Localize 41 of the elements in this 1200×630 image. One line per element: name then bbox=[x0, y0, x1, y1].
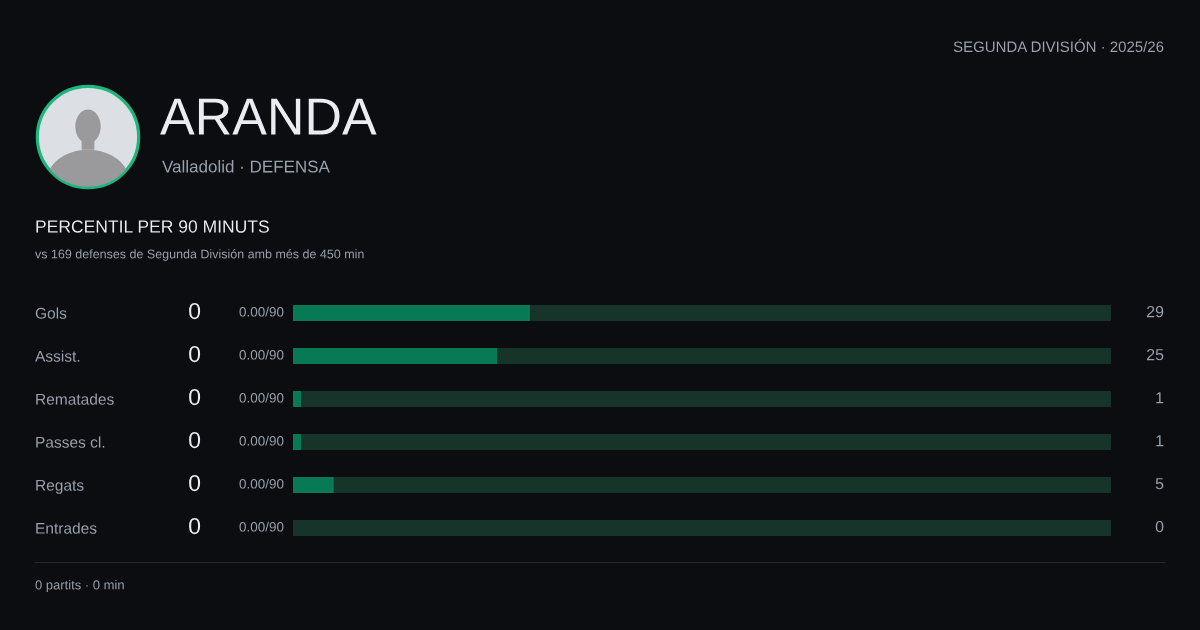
data-label: 1 bbox=[1156, 435, 1164, 447]
bar bbox=[293, 391, 302, 407]
bar bbox=[293, 305, 531, 321]
bar bbox=[301, 391, 1111, 407]
text: SEGUNDA DIVISIÓN · 2025/26 bbox=[953, 38, 1164, 53]
y-tick-label: Assist. bbox=[35, 350, 80, 362]
bar bbox=[530, 305, 1111, 321]
y-tick-label: Regats bbox=[36, 479, 84, 494]
y-tick-label: Gols bbox=[35, 307, 67, 319]
bar bbox=[293, 477, 334, 493]
data-label: 0 bbox=[1155, 520, 1164, 533]
text: 0.00/90 bbox=[239, 478, 284, 489]
bar bbox=[333, 477, 1111, 493]
data-label: 25 bbox=[1147, 348, 1164, 361]
text: 0 bbox=[189, 302, 201, 320]
text: 0 bbox=[189, 345, 201, 363]
data-label: 29 bbox=[1147, 305, 1164, 318]
data-label: 5 bbox=[1155, 478, 1164, 490]
text: 0 bbox=[189, 431, 201, 449]
text: 0 bbox=[189, 388, 201, 406]
data-label: 1 bbox=[1156, 392, 1164, 404]
text: 0.00/90 bbox=[239, 349, 284, 360]
text: 0 bbox=[189, 517, 201, 535]
text: 0.00/90 bbox=[239, 306, 284, 317]
text: 0.00/90 bbox=[239, 392, 284, 403]
y-tick-label: Rematades bbox=[36, 393, 114, 405]
bar bbox=[301, 434, 1111, 450]
text: 0 bbox=[189, 474, 201, 492]
bar bbox=[293, 434, 302, 450]
text: 0.00/90 bbox=[239, 521, 284, 532]
chart-title: ARANDA bbox=[160, 98, 377, 135]
text: vs 169 defenses de Segunda División amb més de 450 min bbox=[35, 249, 364, 261]
bar bbox=[293, 348, 498, 364]
text: PERCENTIL PER 90 MINUTS bbox=[36, 220, 269, 233]
text: 0 partits · 0 min bbox=[35, 579, 124, 593]
bar bbox=[293, 520, 1111, 536]
y-tick-label: Passes cl. bbox=[36, 436, 105, 448]
bar bbox=[497, 348, 1111, 364]
y-tick-label: Entrades bbox=[36, 522, 97, 534]
chart-subtitle: Valladolid · DEFENSA bbox=[162, 160, 330, 173]
text: 0.00/90 bbox=[239, 435, 284, 446]
